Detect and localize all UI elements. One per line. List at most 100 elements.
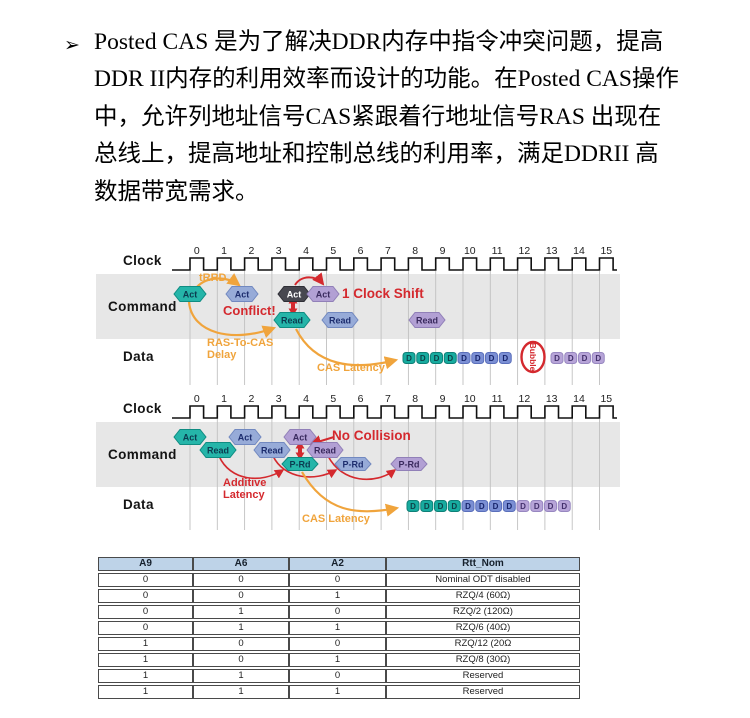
data-beat-label: D [568,354,574,363]
cmd-token-act [173,286,207,302]
data-beat-label: D [582,354,588,363]
table-cell: Reserved [386,669,580,683]
data-beat-label: D [554,354,560,363]
data-beat [489,500,502,512]
cmd-token-label: P-Rd [399,460,420,470]
paragraph-line: DDR II内存的利用效率而设计的功能。在Posted CAS操作 [94,66,679,93]
additive-latency-label2: Latency [223,489,265,501]
clock-tick-label: 13 [546,393,558,405]
cmd-token-p-rd [390,457,428,471]
table-cell: 0 [289,669,386,683]
data-beat [406,500,420,512]
table-cell: RZQ/6 (40Ω) [386,621,580,635]
clock-tick-label: 2 [248,245,254,257]
paragraph-line: 总线上，提高地址和控制总线的利用率，满足DDRII 高 [94,141,659,168]
clock-tick-label: 15 [600,393,612,405]
table-cell: Reserved [386,685,580,699]
table-cell: RZQ/8 (30Ω) [386,653,580,667]
table-cell: 1 [289,621,386,635]
ras-to-cas-arrow [187,301,277,338]
cmd-token-label: Read [261,446,283,456]
cmd-token-label: Act [183,290,198,300]
clock-tick-label: 7 [385,393,391,405]
clock-tick-label: 6 [358,393,364,405]
command-row-label: Command [108,299,177,314]
table-header-cell: A6 [193,557,289,571]
posted-cas-paragraph: ➢ Posted CAS 是为了解决DDR内存中指令冲突问题，提高 DDR II… [64,24,679,211]
clock-tick-label: 14 [573,393,585,405]
cmd-token-act [306,286,340,302]
bullet-arrow-icon: ➢ [64,34,80,56]
data-beat [402,352,416,364]
table-row: 0 1 1 RZQ/6 (40Ω) [98,621,580,635]
no-collision-label: No Collision [332,428,411,443]
table-row: 1 0 1 RZQ/8 (30Ω) [98,653,580,667]
clock-tick-label: 13 [546,245,558,257]
data-beat [443,352,457,364]
clock-tick-label: 3 [276,245,282,257]
data-beat-label: D [548,502,554,511]
data-beat [578,352,591,364]
data-beat-label: D [506,502,512,511]
data-beat-label: D [502,354,508,363]
data-beat-label: D [561,502,567,511]
cmd-token-read [273,312,311,328]
clock-tick-label: 2 [248,393,254,405]
cmd-token-label: Act [287,290,302,300]
data-beat-label: D [461,354,467,363]
data-beat-label: D [595,354,601,363]
additive-latency-arrow-3 [327,455,397,481]
table-cell: RZQ/2 (120Ω) [386,605,580,619]
cmd-token-label: P-Rd [290,460,311,470]
table-row: 0 0 1 RZQ/4 (60Ω) [98,589,580,603]
data-beat [416,352,430,364]
table-cell: 0 [193,653,289,667]
data-beat-label: D [534,502,540,511]
table-cell: 0 [193,573,289,587]
data-beat [516,500,530,512]
data-beat-label: D [406,354,412,363]
timing-diagram-conflict: 0 1 2 3 4 5 6 7 8 9 10 11 12 13 14 15 Clock Command Dat… [96,245,620,385]
data-row-label: Data [123,349,154,364]
table-cell: RZQ/4 (60Ω) [386,589,580,603]
data-beat [471,352,485,364]
data-burst: D D D D D D D D Bubble D D D D [402,340,605,374]
table-cell: 1 [98,669,193,683]
ras-to-cas-label: RAS-To-CAS [207,337,273,349]
cas-latency-label: CAS Latency [317,362,386,374]
clock-tick-label: 3 [276,393,282,405]
cmd-token-label: P-Rd [343,460,364,470]
clock-tick-label: 5 [330,245,336,257]
table-cell: 1 [98,653,193,667]
paragraph-line: 数据带宽需求。 [94,178,259,205]
table-cell: 1 [193,605,289,619]
data-beat-label: D [438,502,444,511]
table-head: A9 A6 A2 Rtt_Nom [98,557,580,571]
clock-tick-label: 12 [519,393,531,405]
table-row: 1 1 0 Reserved [98,669,580,683]
data-beat-label: D [489,354,495,363]
clock-shift-arrow [294,272,325,286]
cmd-token-label: Read [207,446,229,456]
rtt-nom-table: A9 A6 A2 Rtt_Nom 0 0 0 Nominal ODT disabled 0 0 1… [98,555,580,701]
data-beat-label: D [479,502,485,511]
data-beat [550,352,564,364]
data-beat-label: D [420,354,426,363]
clock-tick-label: 5 [330,393,336,405]
clock-tick-label: 15 [600,245,612,257]
data-beat-label: D [493,502,499,511]
data-beat [430,352,443,364]
table-cell: 0 [289,637,386,651]
trrd-arrow [196,273,241,288]
table-row: 0 1 0 RZQ/2 (120Ω) [98,605,580,619]
table-cell: 1 [193,669,289,683]
data-beat [485,352,498,364]
command-row-label: Command [108,447,177,462]
cmd-token-label: Read [416,316,438,326]
clock-tick-label: 11 [492,393,503,405]
cmd-token-label: Read [329,316,351,326]
cmd-token-label: Act [183,433,198,443]
additive-latency-label: Additive [223,477,266,489]
table-cell: 1 [98,685,193,699]
